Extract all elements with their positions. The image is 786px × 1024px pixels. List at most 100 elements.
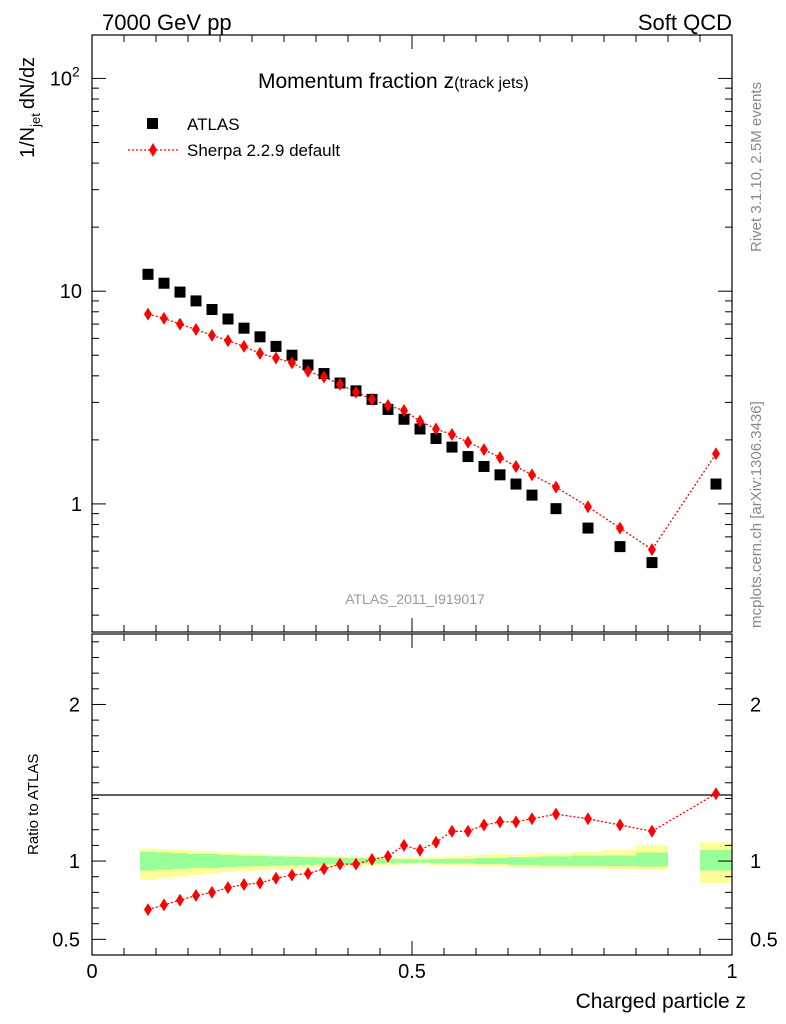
main-panel-frame (91, 34, 733, 633)
atlas-point (526, 489, 538, 501)
ratio-y-tick-label-right: 2 (750, 694, 761, 716)
atlas-point (582, 522, 594, 534)
sherpa-point (712, 447, 720, 461)
ratio-sherpa-point (176, 893, 184, 907)
atlas-point (398, 413, 410, 425)
sherpa-point (496, 451, 504, 465)
ratio-y-tick-label: 0.5 (52, 929, 80, 951)
ratio-y-tick-label-right: 1 (750, 851, 761, 873)
sherpa-point (616, 521, 624, 535)
sherpa-point (352, 385, 360, 399)
ratio-inner-band (156, 852, 172, 870)
sherpa-point (208, 328, 216, 342)
ratio-inner-band (140, 851, 156, 871)
ratio-sherpa-point (256, 876, 264, 890)
ratio-sherpa-point (416, 843, 424, 857)
atlas-point (462, 451, 474, 463)
main-panel-series (142, 268, 722, 569)
header-process-label: Soft QCD (638, 10, 732, 35)
sherpa-point (528, 468, 536, 482)
ratio-inner-band (236, 855, 252, 867)
legend-sherpa-marker (149, 143, 157, 157)
sherpa-point (648, 543, 656, 557)
ratio-sherpa-point (160, 898, 168, 912)
sherpa-point (416, 414, 424, 428)
atlas-point (510, 478, 522, 490)
ratio-panel-series (144, 787, 720, 917)
ratio-y-tick-label: 2 (69, 694, 80, 716)
ratio-inner-band (492, 857, 508, 865)
legend-atlas-marker (147, 118, 158, 129)
atlas-point (142, 268, 154, 280)
sherpa-point (480, 443, 488, 457)
atlas-point (550, 503, 562, 515)
sherpa-point (552, 480, 560, 494)
ratio-inner-band (524, 857, 540, 865)
atlas-point (174, 286, 186, 298)
header-energy-label: 7000 GeV pp (102, 10, 232, 35)
ratio-sherpa-point (192, 888, 200, 902)
legend: ATLAS Sherpa 2.2.9 default (128, 115, 340, 160)
ratio-sherpa-point (552, 807, 560, 821)
ratio-panel-frame (91, 633, 733, 956)
ratio-inner-band (636, 852, 668, 867)
ratio-sherpa-point (304, 867, 312, 881)
atlas-point (494, 469, 506, 481)
ratio-inner-band (460, 858, 476, 864)
sherpa-point (512, 459, 520, 473)
atlas-point (270, 340, 282, 352)
ratio-inner-band (188, 854, 204, 869)
main-y-axis-label-main: 1/N (17, 127, 39, 158)
main-y-tick-label: 1 (71, 494, 82, 516)
ratio-sherpa-point (352, 857, 360, 871)
legend-sherpa-label: Sherpa 2.2.9 default (187, 141, 340, 160)
ratio-inner-band (220, 854, 236, 868)
sherpa-point (144, 307, 152, 321)
ratio-inner-band (284, 856, 300, 866)
ratio-inner-band (300, 857, 316, 865)
sherpa-point (160, 311, 168, 325)
atlas-point (446, 441, 458, 453)
ratio-sherpa-point (288, 868, 296, 882)
x-tick-label: 0.5 (398, 961, 426, 983)
ratio-inner-band (444, 858, 460, 864)
x-tick-label: 1 (726, 961, 737, 983)
atlas-point (478, 460, 490, 472)
ratio-sherpa-point (224, 881, 232, 895)
sherpa-point (432, 422, 440, 436)
ratio-inner-band (204, 854, 220, 869)
sherpa-point (256, 346, 264, 360)
ratio-sherpa-point (480, 818, 488, 832)
ratio-y-tick-label-right: 0.5 (750, 929, 778, 951)
atlas-point (238, 322, 250, 334)
main-panel-ticks (91, 35, 733, 632)
ratio-sherpa-point (336, 857, 344, 871)
ratio-inner-band (508, 857, 524, 865)
ratio-sherpa-point (712, 787, 720, 801)
ratio-inner-band (700, 850, 732, 871)
ratio-sherpa-point (512, 815, 520, 829)
main-title-text: Momentum fraction z (258, 70, 454, 93)
ratio-sherpa-point (208, 885, 216, 899)
sherpa-point (320, 370, 328, 384)
ratio-panel-ticks (91, 634, 733, 955)
sherpa-point (288, 356, 296, 370)
ratio-sherpa-point (272, 871, 280, 885)
sherpa-point (224, 334, 232, 348)
ratio-inner-band (604, 855, 636, 867)
ratio-sherpa-point (584, 812, 592, 826)
sherpa-point (448, 427, 456, 441)
main-title-sub: (track jets) (454, 75, 529, 92)
ratio-inner-band (252, 856, 268, 867)
ratio-sherpa-point (320, 862, 328, 876)
ratio-sherpa-point (368, 852, 376, 866)
ratio-inner-band (412, 859, 428, 863)
atlas-point (206, 304, 218, 316)
ratio-sherpa-point (496, 815, 504, 829)
ratio-inner-band (540, 856, 572, 866)
ratio-uncertainty-bands (140, 842, 732, 883)
sherpa-point (368, 392, 376, 406)
atlas-point (414, 423, 426, 435)
ratio-sherpa-point (144, 903, 152, 917)
atlas-point (222, 313, 234, 325)
